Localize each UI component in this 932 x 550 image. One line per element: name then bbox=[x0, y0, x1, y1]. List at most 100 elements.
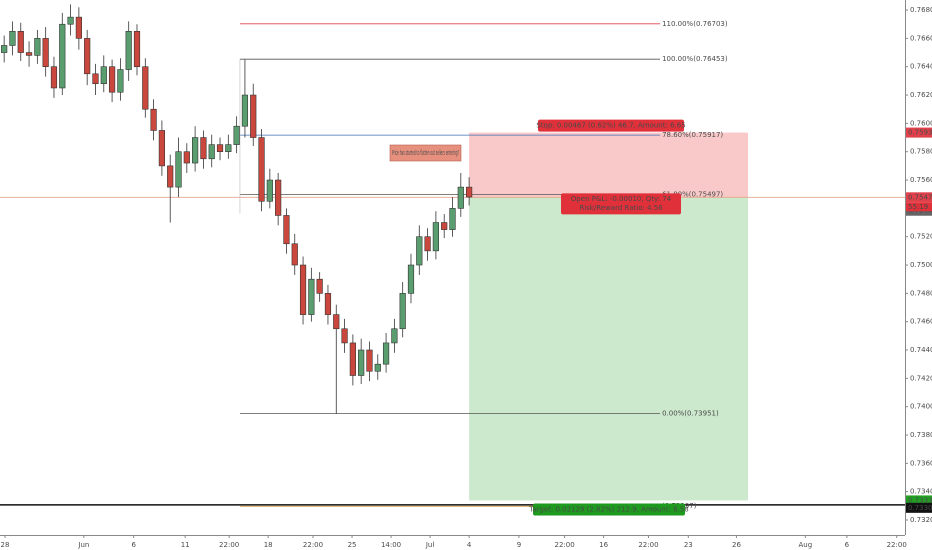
candle-body bbox=[291, 243, 298, 266]
x-tick-label: 25 bbox=[348, 541, 357, 549]
candle-body bbox=[75, 16, 82, 39]
candle-body bbox=[382, 342, 390, 365]
x-tick-label: 16 bbox=[599, 541, 608, 549]
y-tick-label: 0.76800 bbox=[910, 6, 932, 14]
y-tick-label: 0.74400 bbox=[910, 346, 932, 354]
candle-body bbox=[275, 179, 282, 216]
candle-body bbox=[391, 328, 398, 344]
y-tick-label: 0.76000 bbox=[910, 119, 932, 127]
candle-body bbox=[333, 314, 340, 330]
candle-body bbox=[416, 236, 423, 266]
stop-label-box bbox=[538, 119, 684, 132]
candle-body bbox=[158, 130, 166, 167]
price-label: 0.73338 bbox=[908, 496, 932, 504]
candle-body bbox=[366, 349, 373, 372]
x-tick-label: 11 bbox=[181, 541, 190, 549]
y-tick-label: 0.74800 bbox=[910, 289, 932, 297]
candle-body bbox=[92, 73, 99, 85]
y-tick-label: 0.73800 bbox=[910, 431, 932, 439]
annotation: Price has started to flatten out sellers… bbox=[389, 144, 462, 162]
x-tick-label: 14:00 bbox=[381, 541, 401, 549]
annotation-text: Price has started to flatten out sellers… bbox=[392, 149, 459, 157]
candle-body bbox=[324, 293, 332, 315]
candle-body bbox=[1, 45, 8, 53]
candle-body bbox=[225, 144, 232, 153]
fib-label: 100.00%(0.76453) bbox=[662, 55, 728, 63]
target-label-box bbox=[533, 503, 685, 516]
x-tick-label: 22:00 bbox=[219, 541, 239, 549]
y-tick-label: 0.75800 bbox=[910, 148, 932, 156]
candle-body bbox=[25, 52, 33, 56]
x-tick-label: 6 bbox=[131, 541, 136, 549]
ratio-label: Risk/Reward Ratio: 4.56 bbox=[579, 204, 663, 212]
x-tick-label: 22:00 bbox=[638, 541, 658, 549]
fib-label: 61.80%(0.75497) bbox=[662, 191, 723, 199]
candle-body bbox=[299, 264, 307, 315]
candle-body bbox=[208, 144, 215, 160]
candle-body bbox=[424, 236, 431, 252]
price-label: 0.75478 bbox=[908, 193, 932, 201]
x-tick-label: 4 bbox=[467, 541, 472, 549]
y-tick-label: 0.76200 bbox=[910, 91, 932, 99]
price-label: 0.73307 bbox=[908, 504, 932, 512]
countdown: 55:19 bbox=[908, 203, 928, 211]
x-tick-label: 28 bbox=[1, 541, 10, 549]
candle-body bbox=[233, 125, 240, 145]
y-tick-label: 0.73200 bbox=[910, 516, 932, 524]
candle-body bbox=[192, 137, 199, 164]
candle-body bbox=[84, 38, 91, 75]
fib-label: 0.00%(0.73951) bbox=[662, 410, 719, 418]
candle-body bbox=[341, 328, 348, 344]
x-tick-label: 22:00 bbox=[554, 541, 574, 549]
candle-body bbox=[449, 208, 456, 230]
candle-body bbox=[17, 31, 24, 53]
x-tick-label: Jul bbox=[425, 541, 435, 549]
candle-body bbox=[9, 31, 16, 46]
candle-body bbox=[183, 151, 190, 164]
candle-body bbox=[67, 16, 74, 25]
price-label: 0.75935 bbox=[908, 129, 932, 137]
x-tick-label: 26 bbox=[732, 541, 741, 549]
x-tick-label: 22:00 bbox=[887, 541, 907, 549]
candle-body bbox=[200, 137, 207, 160]
candle-body bbox=[316, 278, 323, 294]
y-tick-label: 0.74000 bbox=[910, 403, 932, 411]
price-label-box bbox=[906, 502, 932, 513]
annotation-box bbox=[389, 144, 462, 162]
candle-body bbox=[133, 31, 141, 68]
candle-body bbox=[100, 66, 107, 85]
y-tick-label: 0.76600 bbox=[910, 34, 932, 42]
candle-body bbox=[407, 264, 415, 294]
y-tick-label: 0.76400 bbox=[910, 63, 932, 71]
candle-body bbox=[432, 222, 439, 252]
candle-body bbox=[308, 278, 315, 315]
candle-body bbox=[283, 215, 290, 245]
price-label-box bbox=[906, 495, 932, 506]
x-tick-label: 9 bbox=[517, 541, 521, 549]
candle-body bbox=[175, 151, 182, 188]
candle-body bbox=[266, 179, 273, 202]
candle-body bbox=[399, 293, 406, 330]
candle-body bbox=[216, 144, 224, 153]
candle-body bbox=[441, 222, 448, 230]
price-label-box bbox=[906, 127, 932, 138]
x-tick-label: 18 bbox=[264, 541, 273, 549]
y-tick-label: 0.74600 bbox=[910, 318, 932, 326]
x-tick-label: 23 bbox=[684, 541, 693, 549]
candle-body bbox=[241, 94, 249, 127]
countdown-box bbox=[906, 202, 932, 212]
candle-body bbox=[167, 165, 174, 188]
candle-body bbox=[117, 69, 124, 93]
y-tick-label: 0.75000 bbox=[910, 261, 932, 269]
pnl-box bbox=[561, 193, 681, 215]
candle-body bbox=[358, 349, 365, 376]
candle-body bbox=[258, 137, 265, 202]
candle-body bbox=[349, 342, 356, 376]
candle-body bbox=[374, 363, 381, 372]
candle-body bbox=[142, 66, 149, 110]
target-zone bbox=[469, 197, 749, 501]
y-tick-label: 0.73400 bbox=[910, 488, 932, 496]
candle-body bbox=[42, 38, 49, 68]
stop-zone bbox=[469, 132, 749, 198]
